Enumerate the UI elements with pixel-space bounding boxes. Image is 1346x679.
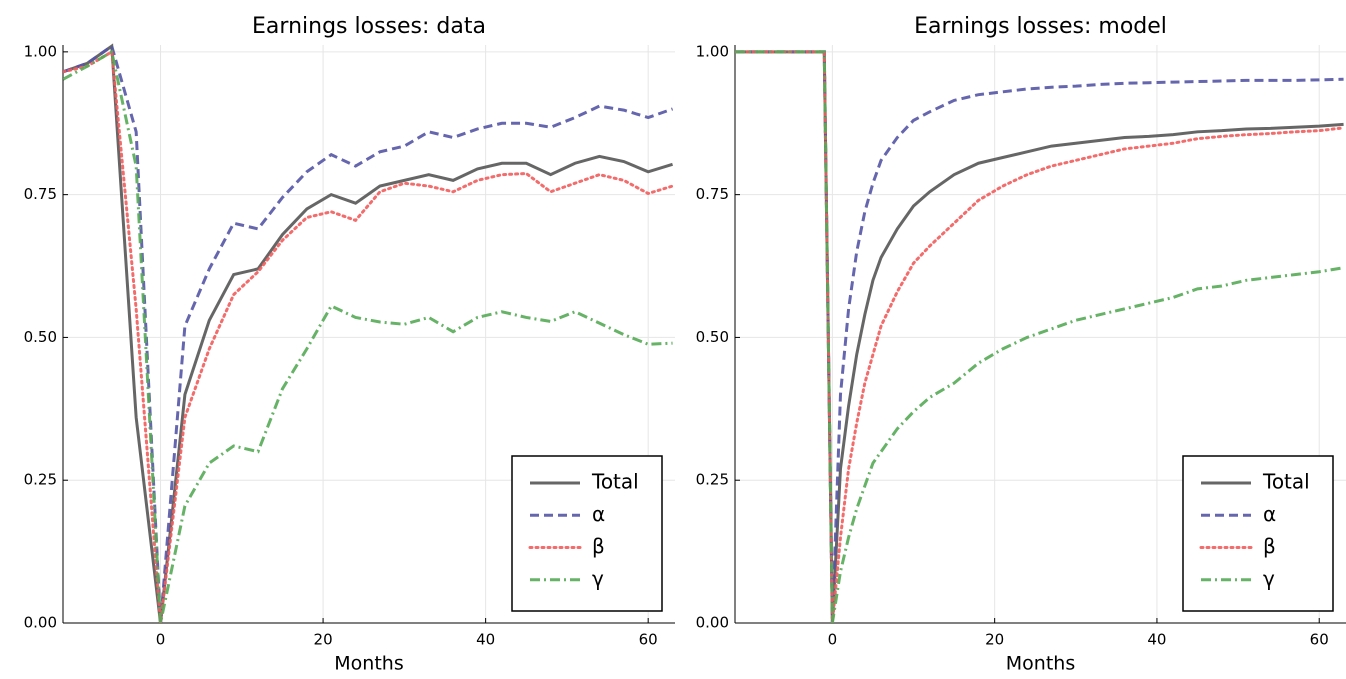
legend-label: β [1263,534,1276,558]
x-tick-label: 0 [828,631,838,649]
y-tick-label: 0.75 [24,185,57,203]
y-tick-label: 0.25 [24,471,57,489]
x-tick-label: 60 [639,631,658,649]
legend-label: β [592,534,605,558]
x-tick-label: 40 [1147,631,1166,649]
legend-box [1182,455,1334,612]
y-tick-label: 1.00 [696,42,729,60]
x-axis-label: Months [334,653,403,675]
x-tick-label: 0 [156,631,166,649]
legend-label: Total [1262,470,1310,494]
series-line [63,49,675,623]
legend-label: γ [1263,566,1275,590]
legend-label: γ [592,566,604,590]
y-tick-label: 0.25 [696,471,729,489]
series-line [735,50,1346,623]
legend-label: α [592,502,605,526]
y-tick-label: 0.50 [696,328,729,346]
y-tick-label: 0.00 [696,614,729,632]
y-tick-label: 0.75 [696,185,729,203]
y-tick-label: 0.50 [24,328,57,346]
x-tick-label: 20 [985,631,1004,649]
series-line [735,50,1344,623]
series-line [735,50,1344,623]
chart-title: Earnings losses: data [252,14,486,39]
y-tick-label: 1.00 [24,42,57,60]
series-line [735,50,1344,623]
legend-label: Total [591,470,639,494]
x-tick-label: 40 [476,631,495,649]
x-tick-label: 20 [314,631,333,649]
chart-title: Earnings losses: model [914,14,1167,39]
y-tick-label: 0.00 [24,614,57,632]
series-line [63,43,674,623]
x-axis-label: Months [1006,653,1075,675]
legend-label: α [1263,502,1276,526]
x-tick-label: 60 [1310,631,1329,649]
legend-box [511,455,663,612]
